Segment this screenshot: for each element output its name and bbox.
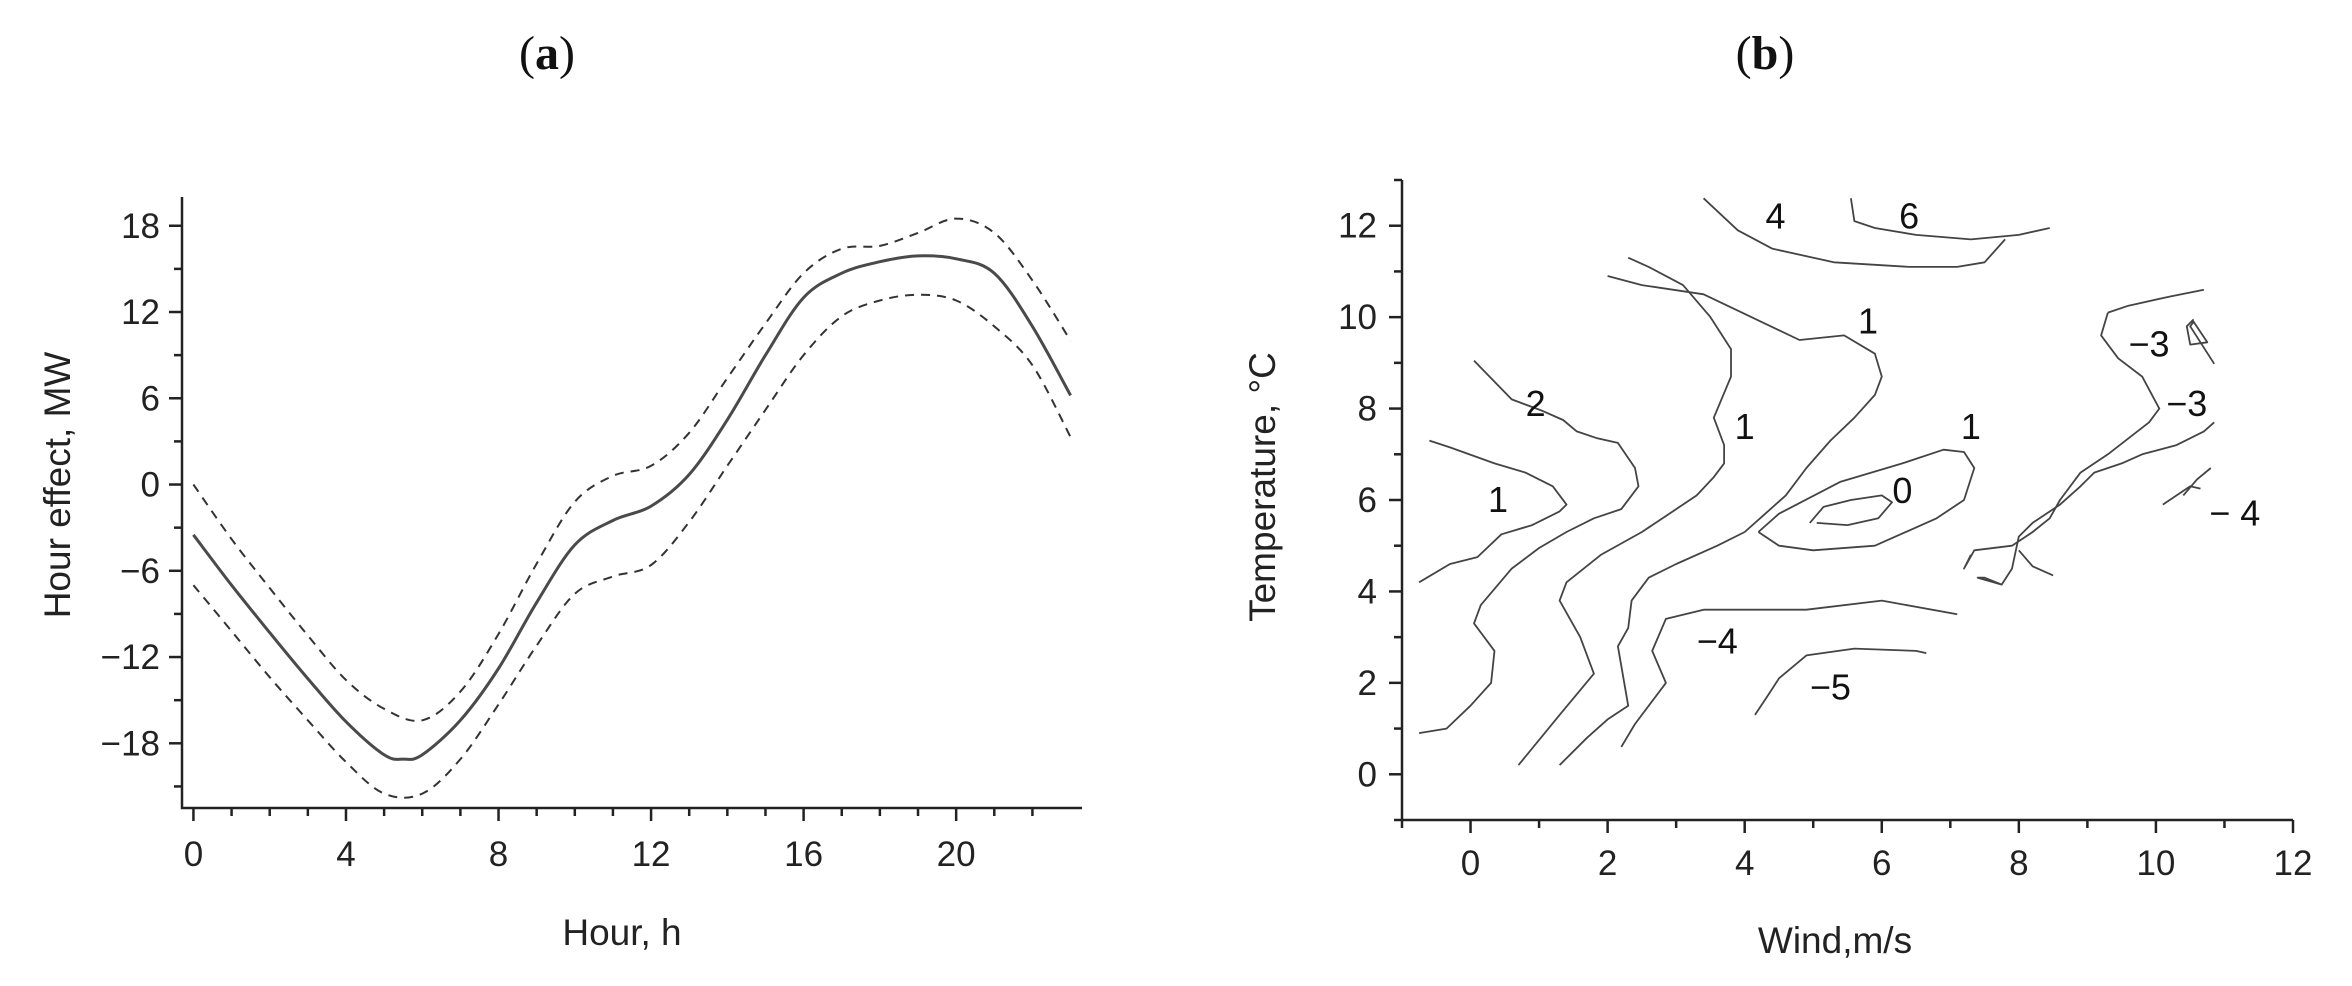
y-tick-label: 18 [121, 207, 160, 246]
x-tick-label: 4 [1735, 844, 1754, 883]
contour-line [2162, 485, 2201, 506]
contour-label: 4 [1766, 196, 1786, 237]
contour-line [1418, 439, 1568, 584]
chart-a-ticks: 0 4 8 12 16 20 −18 −12 −6 0 6 12 18 [101, 207, 1034, 874]
contour-line [1850, 198, 2050, 241]
chart-a-series [192, 217, 1072, 799]
y-tick-label: −6 [120, 552, 160, 591]
chart-a-ylabel: Hour effect, MW [37, 352, 78, 619]
y-tick-label: 4 [1358, 572, 1377, 611]
y-tick-label: 2 [1358, 664, 1377, 703]
contour-label: −3 [2129, 324, 2170, 365]
contour-line [1976, 421, 2215, 586]
contour-line [1809, 494, 1893, 526]
chart-b-xlabel: Wind,m/s [1758, 920, 1912, 961]
x-tick-label: 12 [632, 835, 671, 874]
contour-line [1757, 448, 1976, 552]
hour-effect-chart: 0 4 8 12 16 20 −18 −12 −6 0 6 12 18 Hour, h Hour eff… [37, 197, 1082, 953]
contour-label: 1 [1961, 406, 1981, 447]
contour-label: 0 [1892, 470, 1912, 511]
x-tick-label: 8 [2009, 844, 2028, 883]
y-tick-label: 12 [121, 293, 160, 332]
x-tick-label: 20 [937, 835, 976, 874]
contour-line [1754, 647, 1927, 716]
x-tick-label: 8 [489, 835, 508, 874]
x-tick-label: 16 [784, 835, 823, 874]
contour-label: − 4 [2209, 493, 2260, 534]
contour-label: −5 [1810, 666, 1851, 707]
y-tick-label: 0 [1358, 755, 1377, 794]
chart-b-contour-lines [1418, 197, 2215, 766]
contour-line [1418, 359, 1640, 734]
y-tick-label: 6 [1358, 481, 1377, 520]
contour-line [1517, 256, 1732, 766]
contour-label: −3 [2166, 383, 2207, 424]
y-tick-label: 10 [1338, 298, 1377, 337]
y-tick-label: −18 [101, 724, 160, 763]
chart-a-axes [180, 197, 1082, 810]
x-tick-label: 0 [1461, 844, 1480, 883]
panel-label-b: (b) [1736, 27, 1795, 80]
lower-bound-line [192, 293, 1072, 799]
y-tick-label: 12 [1338, 207, 1377, 246]
x-tick-label: 12 [2274, 844, 2313, 883]
contour-label: −4 [1697, 621, 1738, 662]
contour-line [1702, 197, 2006, 268]
x-tick-label: 10 [2136, 844, 2175, 883]
contour-line [1558, 275, 1883, 766]
contour-line [2185, 318, 2215, 365]
contour-label: 1 [1735, 406, 1755, 447]
contour-label: 6 [1899, 196, 1919, 237]
upper-bound-line [192, 217, 1072, 722]
x-tick-label: 6 [1872, 844, 1891, 883]
y-tick-label: −12 [101, 638, 160, 677]
contour-label: 1 [1488, 479, 1508, 520]
contour-label: 1 [1858, 301, 1878, 342]
chart-a-axis-frame [180, 197, 1082, 810]
panel-label-a: (a) [519, 27, 575, 80]
contour-line [1963, 312, 2161, 570]
estimate-line [192, 254, 1072, 761]
y-tick-label: 8 [1358, 390, 1377, 429]
x-tick-label: 4 [336, 835, 355, 874]
chart-b-ylabel: Temperature, °C [1242, 352, 1283, 622]
x-tick-label: 0 [184, 835, 203, 874]
contour-line [2018, 549, 2054, 577]
contour-label: 2 [1526, 383, 1546, 424]
y-tick-label: 6 [141, 379, 160, 418]
contour-line [2182, 467, 2212, 496]
contour-line [1620, 599, 1958, 748]
contour-line [2107, 288, 2205, 314]
chart-b-contour-labels: 4 6 1 2 1 1 1 0 −3 −3 − 4 −4 −5 [1488, 196, 2260, 708]
y-tick-label: 0 [141, 466, 160, 505]
chart-a-xlabel: Hour, h [562, 912, 681, 953]
x-tick-label: 2 [1598, 844, 1617, 883]
